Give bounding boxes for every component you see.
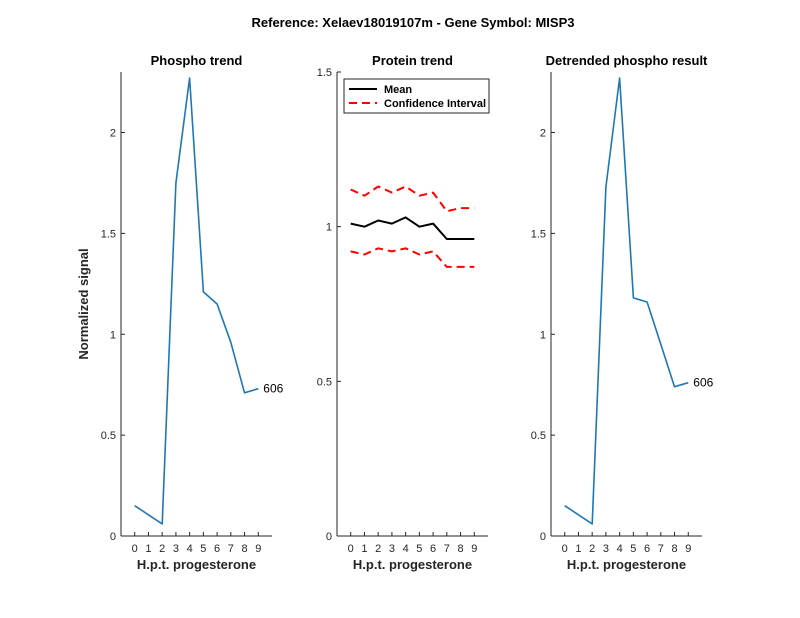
y-tick-label: 0 (326, 531, 332, 543)
x-tick-label: 3 (603, 543, 609, 555)
confidence-interval-series-line (350, 185, 475, 213)
x-axis-label: H.p.t. progesterone (137, 557, 256, 572)
y-tick-label: 0 (110, 531, 116, 543)
x-tick-label: 0 (348, 543, 354, 555)
x-tick-label: 7 (444, 543, 450, 555)
confidence-interval-series-line (350, 247, 475, 268)
x-axis-label: H.p.t. progesterone (353, 557, 472, 572)
x-tick-label: 6 (644, 543, 650, 555)
x-tick-label: 5 (416, 543, 422, 555)
x-tick-label: 2 (159, 543, 165, 555)
series-end-label: 606 (693, 376, 713, 390)
x-tick-label: 5 (630, 543, 636, 555)
x-tick-label: 2 (375, 543, 381, 555)
x-tick-label: 5 (200, 543, 206, 555)
mean-series-line (350, 216, 475, 240)
x-tick-label: 1 (575, 543, 581, 555)
x-tick-label: 4 (187, 543, 193, 555)
x-tick-label: 1 (145, 543, 151, 555)
x-tick-label: 0 (562, 543, 568, 555)
y-tick-label: 0 (540, 531, 546, 543)
legend-entry-label: Confidence Interval (384, 98, 486, 110)
x-tick-label: 9 (685, 543, 691, 555)
phospho-title: Phospho trend (151, 53, 243, 68)
protein-title: Protein trend (372, 53, 453, 68)
y-tick-label: 0.5 (101, 430, 116, 442)
x-tick-label: 2 (589, 543, 595, 555)
x-tick-label: 4 (403, 543, 409, 555)
figure-title: Reference: Xelaev18019107m - Gene Symbol… (252, 15, 575, 30)
x-tick-label: 4 (617, 543, 623, 555)
y-tick-label: 2 (540, 128, 546, 140)
legend: Mean Confidence Interval (343, 78, 490, 114)
y-tick-label: 1 (326, 222, 332, 234)
x-tick-label: 7 (658, 543, 664, 555)
y-tick-label: 1.5 (101, 228, 116, 240)
y-tick-label: 1.5 (531, 228, 546, 240)
data-series-line (564, 77, 689, 525)
x-axis-label: H.p.t. progesterone (567, 557, 686, 572)
y-axis-label: Normalized signal (76, 248, 91, 359)
x-tick-label: 1 (361, 543, 367, 555)
y-tick-label: 1 (540, 329, 546, 341)
legend-entry-label: Mean (384, 84, 412, 96)
x-tick-label: 6 (214, 543, 220, 555)
x-tick-label: 9 (471, 543, 477, 555)
x-tick-label: 3 (389, 543, 395, 555)
x-tick-label: 3 (173, 543, 179, 555)
y-tick-label: 2 (110, 128, 116, 140)
legend-box (343, 78, 490, 114)
detrended-title: Detrended phospho result (546, 53, 708, 68)
series-end-label: 606 (263, 382, 283, 396)
x-tick-label: 9 (255, 543, 261, 555)
x-tick-label: 0 (132, 543, 138, 555)
y-tick-label: 1.5 (317, 67, 332, 79)
x-tick-label: 6 (430, 543, 436, 555)
y-tick-label: 0.5 (531, 430, 546, 442)
y-tick-label: 0.5 (317, 376, 332, 388)
x-tick-label: 8 (241, 543, 247, 555)
data-series-line (134, 77, 259, 525)
x-tick-label: 8 (671, 543, 677, 555)
x-tick-label: 8 (457, 543, 463, 555)
y-tick-label: 1 (110, 329, 116, 341)
x-tick-label: 7 (228, 543, 234, 555)
